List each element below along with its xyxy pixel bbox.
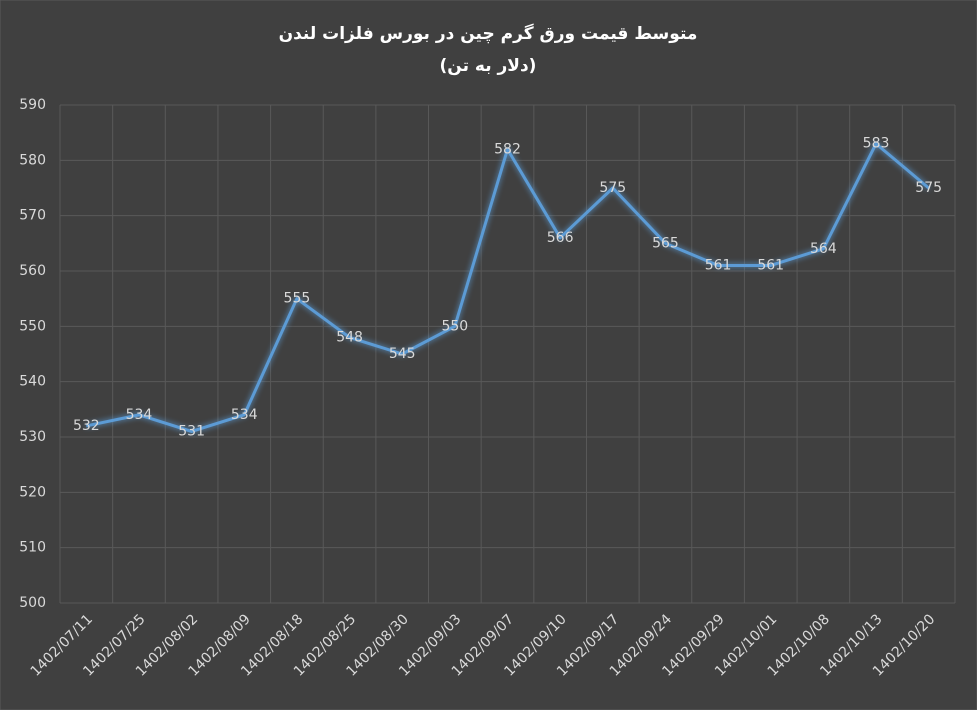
data-line	[86, 142, 930, 433]
data-label: 534	[126, 407, 153, 423]
y-tick-label: 580	[19, 152, 46, 168]
y-tick-label: 510	[19, 540, 46, 556]
y-tick-label: 500	[19, 595, 46, 611]
data-label: 564	[810, 241, 837, 257]
y-tick-label: 540	[19, 374, 46, 390]
y-tick-label: 550	[19, 318, 46, 334]
data-label: 566	[547, 230, 574, 246]
y-tick-label: 520	[19, 484, 46, 500]
data-label: 531	[178, 423, 205, 439]
data-label: 548	[336, 329, 363, 345]
data-label: 555	[284, 291, 311, 307]
chart-subtitle: (دلار به تن)	[440, 56, 537, 76]
data-label: 583	[863, 136, 890, 152]
data-label: 550	[441, 318, 468, 334]
y-tick-label: 560	[19, 263, 46, 279]
data-label: 582	[494, 141, 521, 157]
data-label: 575	[599, 180, 626, 196]
data-label: 532	[73, 418, 100, 434]
y-tick-label: 530	[19, 429, 46, 445]
y-tick-label: 570	[19, 208, 46, 224]
data-label: 534	[231, 407, 258, 423]
data-label: 545	[389, 346, 416, 362]
chart-title: متوسط قیمت ورق گرم چین در بورس فلزات لند…	[279, 23, 698, 44]
data-label: 561	[757, 257, 784, 273]
data-label: 561	[705, 257, 732, 273]
data-label: 565	[652, 235, 679, 251]
data-label: 575	[915, 180, 942, 196]
y-tick-label: 590	[19, 97, 46, 113]
